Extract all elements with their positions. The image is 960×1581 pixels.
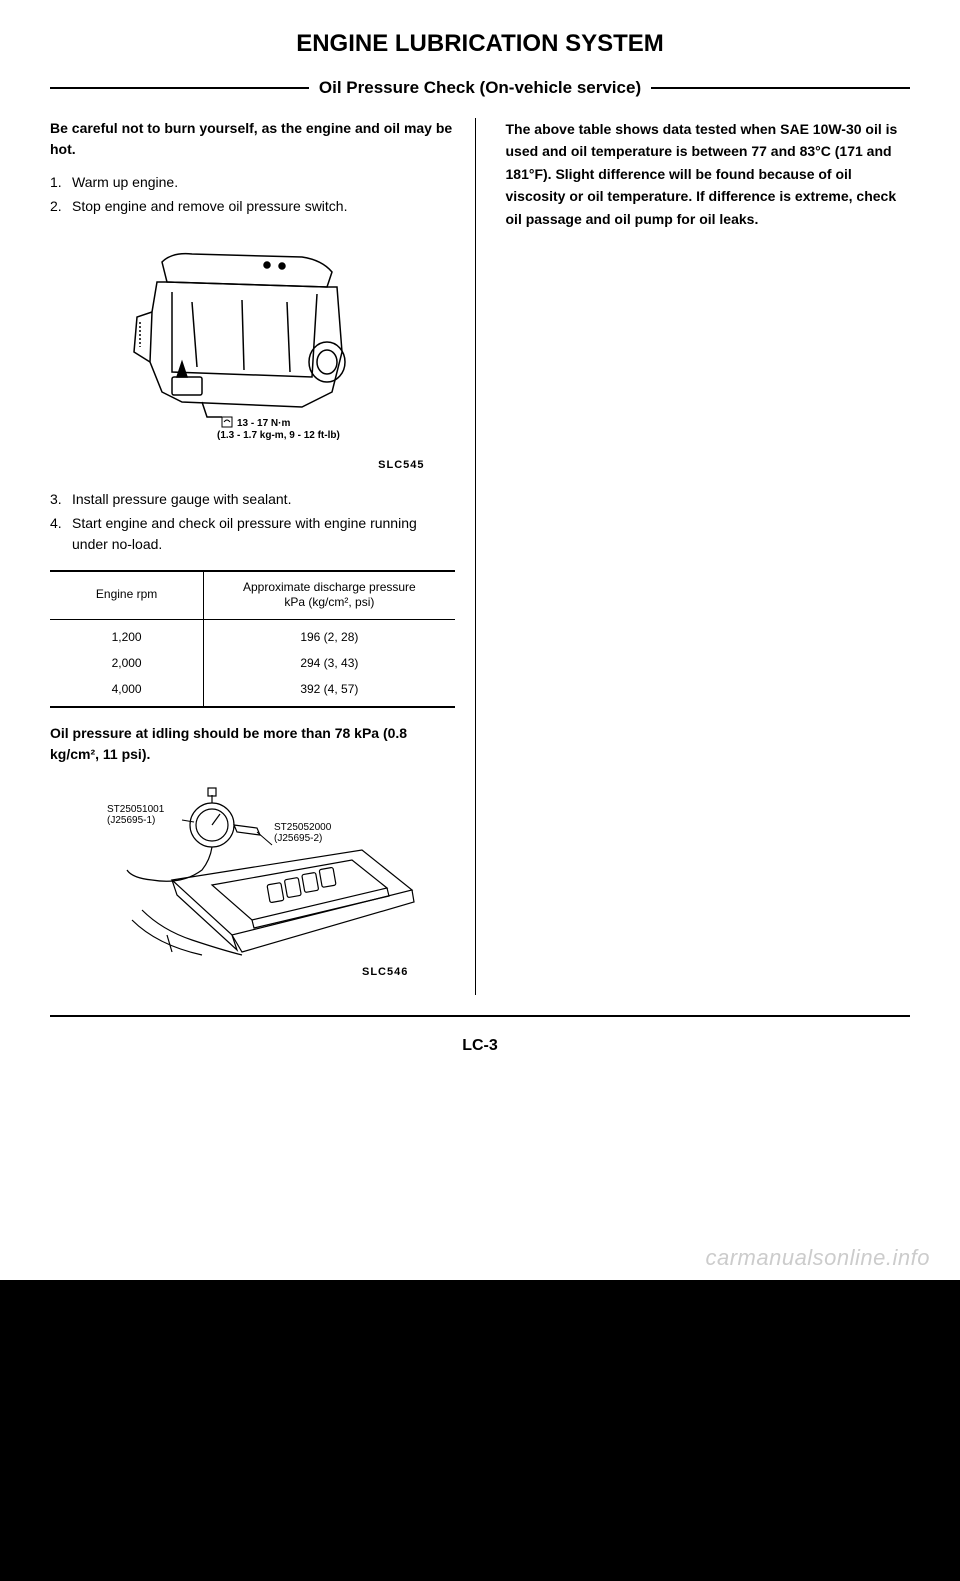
bottom-rule — [50, 1015, 910, 1017]
page-number: LC-3 — [50, 1037, 910, 1055]
table-row: 4,000 392 (4, 57) — [50, 676, 455, 707]
cell-rpm: 4,000 — [50, 676, 204, 707]
warning-text: Be careful not to burn yourself, as the … — [50, 118, 455, 160]
idle-pressure-note: Oil pressure at idling should be more th… — [50, 723, 455, 765]
step-text: Stop engine and remove oil pressure swit… — [72, 196, 455, 217]
table-header-pressure: Approximate discharge pressure kPa (kg/c… — [204, 571, 455, 620]
step-text: Warm up engine. — [72, 172, 455, 193]
conditions-note: The above table shows data tested when S… — [506, 118, 911, 230]
left-column: Be careful not to burn yourself, as the … — [50, 118, 476, 995]
right-column: The above table shows data tested when S… — [506, 118, 911, 995]
step-1: 1. Warm up engine. — [50, 172, 455, 193]
step-4: 4. Start engine and check oil pressure w… — [50, 513, 455, 555]
figure-caption-1: SLC545 — [50, 457, 455, 474]
section-title: Oil Pressure Check (On-vehicle service) — [309, 78, 651, 98]
figure-gauge: ST25051001 (J25695-1) ST25052000 (J25695… — [50, 780, 455, 980]
figure-engine: 13 - 17 N·m (1.3 - 1.7 kg-m, 9 - 12 ft-l… — [50, 232, 455, 474]
step-text: Install pressure gauge with sealant. — [72, 489, 455, 510]
tool1-label: ST25051001 — [107, 804, 165, 815]
engine-illustration: 13 - 17 N·m (1.3 - 1.7 kg-m, 9 - 12 ft-l… — [102, 232, 402, 452]
pressure-table: Engine rpm Approximate discharge pressur… — [50, 570, 455, 708]
cell-pressure: 392 (4, 57) — [204, 676, 455, 707]
table-header-rpm: Engine rpm — [50, 571, 204, 620]
step-3: 3. Install pressure gauge with sealant. — [50, 489, 455, 510]
step-num: 1. — [50, 172, 72, 193]
steps-a: 1. Warm up engine. 2. Stop engine and re… — [50, 172, 455, 217]
tool2-label: ST25052000 — [274, 822, 332, 833]
watermark: carmanualsonline.info — [705, 1245, 930, 1271]
steps-b: 3. Install pressure gauge with sealant. … — [50, 489, 455, 555]
gauge-illustration: ST25051001 (J25695-1) ST25052000 (J25695… — [82, 780, 422, 980]
table-row: 1,200 196 (2, 28) — [50, 619, 455, 650]
page-heading: ENGINE LUBRICATION SYSTEM — [50, 30, 910, 58]
rule-left — [50, 87, 309, 89]
table-row: 2,000 294 (3, 43) — [50, 650, 455, 676]
cell-rpm: 2,000 — [50, 650, 204, 676]
rule-right — [651, 87, 910, 89]
tool1-alt: (J25695-1) — [107, 815, 155, 826]
section-header: Oil Pressure Check (On-vehicle service) — [50, 78, 910, 98]
torque-value-alt: (1.3 - 1.7 kg-m, 9 - 12 ft-lb) — [217, 430, 340, 441]
cell-rpm: 1,200 — [50, 619, 204, 650]
step-text: Start engine and check oil pressure with… — [72, 513, 455, 555]
step-num: 4. — [50, 513, 72, 555]
step-num: 2. — [50, 196, 72, 217]
header-line1: Approximate discharge pressure — [243, 580, 416, 594]
torque-value: 13 - 17 N·m — [237, 418, 290, 429]
fig2-caption: SLC546 — [362, 966, 408, 978]
step-2: 2. Stop engine and remove oil pressure s… — [50, 196, 455, 217]
cell-pressure: 196 (2, 28) — [204, 619, 455, 650]
tool2-alt: (J25695-2) — [274, 833, 322, 844]
cell-pressure: 294 (3, 43) — [204, 650, 455, 676]
step-num: 3. — [50, 489, 72, 510]
header-line2: kPa (kg/cm², psi) — [284, 595, 374, 609]
